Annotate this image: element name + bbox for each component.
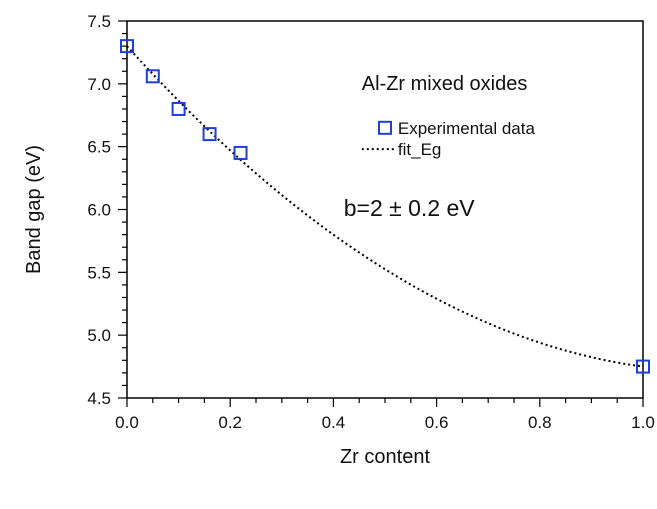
data-point xyxy=(120,39,134,54)
y-tick-label: 7.5 xyxy=(87,12,111,31)
x-tick-label: 0.8 xyxy=(528,413,552,432)
y-tick-label: 7.0 xyxy=(87,75,111,94)
fit-line xyxy=(126,45,644,368)
x-tick-label: 0.2 xyxy=(218,413,242,432)
x-tick-label: 1.0 xyxy=(631,413,655,432)
data-point xyxy=(233,145,248,160)
data-point xyxy=(145,69,160,84)
x-axis: 0.0 0.2 0.4 0.6 0.8 1.0 xyxy=(115,398,655,432)
y-axis-title: Band gap (eV) xyxy=(23,145,45,274)
legend-marker-experimental xyxy=(378,120,392,135)
data-points xyxy=(120,39,650,374)
legend-label-experimental: Experimental data xyxy=(398,119,536,138)
x-tick-label: 0.6 xyxy=(425,413,449,432)
y-tick-label: 4.5 xyxy=(87,389,111,408)
data-point xyxy=(171,101,186,116)
y-tick-label: 5.5 xyxy=(87,263,111,282)
annotation-bowing-parameter: b=2 ± 0.2 eV xyxy=(344,195,476,221)
legend: Experimental data fit_Eg xyxy=(361,119,536,159)
data-point xyxy=(202,127,217,142)
fit-curve xyxy=(126,45,644,368)
y-axis: 4.5 5.0 5.5 6.0 6.5 7.0 7.5 xyxy=(87,12,127,408)
y-tick-label: 5.0 xyxy=(87,326,111,345)
annotation-title: Al-Zr mixed oxides xyxy=(362,73,528,95)
x-tick-label: 0.0 xyxy=(115,413,139,432)
x-tick-label: 0.4 xyxy=(322,413,346,432)
x-axis-title: Zr content xyxy=(340,446,430,468)
legend-label-fit: fit_Eg xyxy=(398,140,441,159)
data-point xyxy=(636,359,650,374)
y-tick-label: 6.0 xyxy=(87,201,111,220)
y-tick-label: 6.5 xyxy=(87,138,111,157)
